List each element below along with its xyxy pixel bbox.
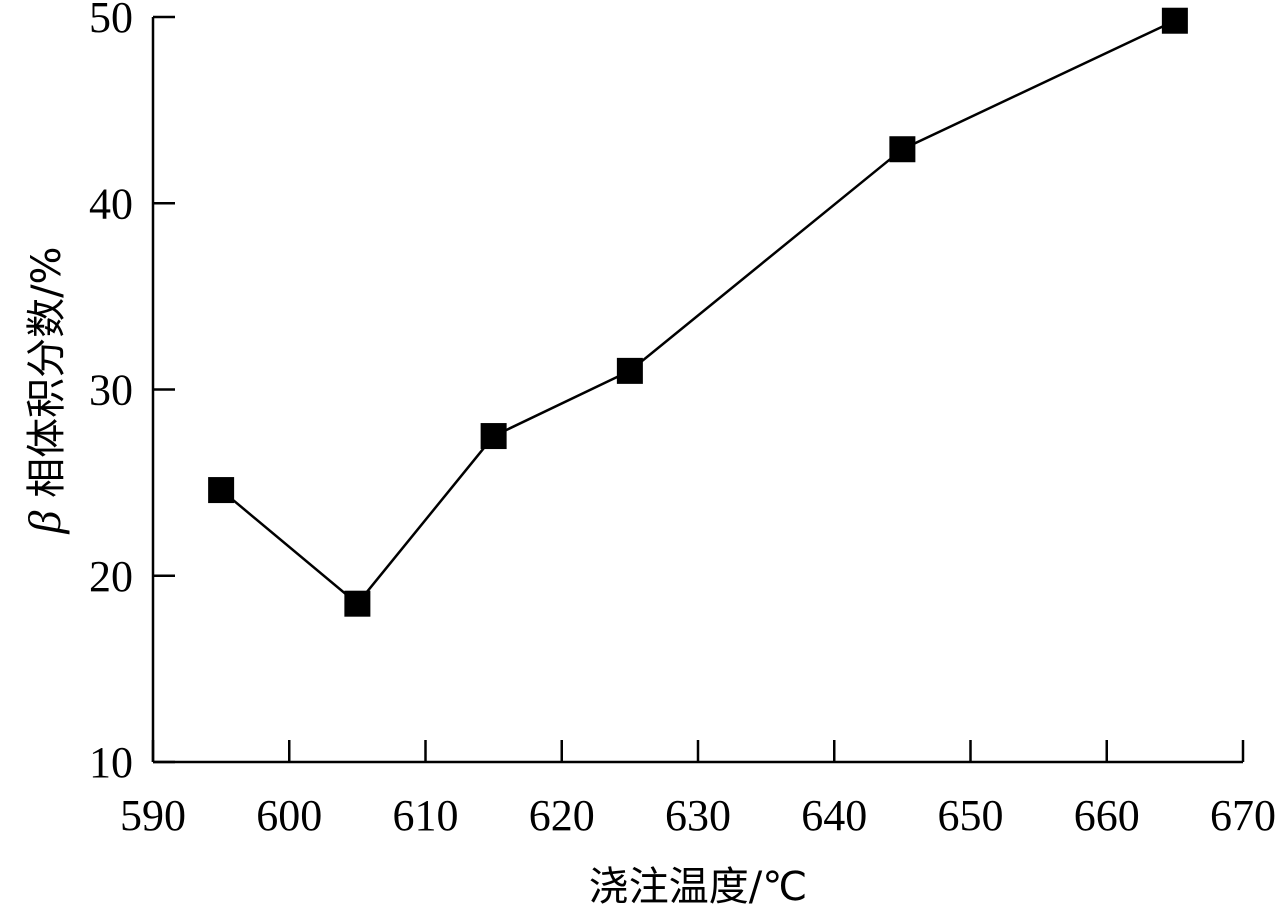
y-axis-ticks: 10 20 30 40 50 (89, 0, 175, 787)
data-point-marker (208, 477, 235, 504)
x-tick-label: 590 (120, 791, 186, 840)
y-axis-title: β 相体积分数/% (19, 246, 70, 534)
x-tick-label: 610 (393, 791, 459, 840)
data-point-marker (480, 423, 507, 450)
data-point-marker (889, 136, 916, 163)
y-tick-label: 10 (89, 738, 133, 787)
y-axis-title-text: 相体积分数/% (24, 246, 70, 497)
x-axis-title: 浇注温度/℃ (589, 864, 807, 907)
x-tick-label: 630 (665, 791, 731, 840)
data-point-marker (344, 590, 371, 617)
x-tick-label: 650 (938, 791, 1004, 840)
y-tick-label: 30 (89, 366, 133, 415)
y-tick-label: 40 (89, 179, 133, 228)
x-tick-label: 620 (529, 791, 595, 840)
y-tick-label: 50 (89, 0, 133, 42)
y-axis-title-symbol: β (19, 511, 70, 535)
x-tick-label: 670 (1210, 791, 1276, 840)
data-series (208, 7, 1188, 617)
x-tick-label: 640 (801, 791, 867, 840)
x-tick-label: 600 (256, 791, 322, 840)
data-point-marker (616, 357, 643, 384)
y-tick-label: 20 (89, 552, 133, 601)
x-axis-ticks: 590 600 610 620 630 640 650 660 670 (120, 740, 1276, 840)
axes (151, 17, 1243, 764)
series-line (220, 19, 1176, 606)
data-point-marker (1161, 7, 1188, 34)
x-tick-label: 660 (1074, 791, 1140, 840)
